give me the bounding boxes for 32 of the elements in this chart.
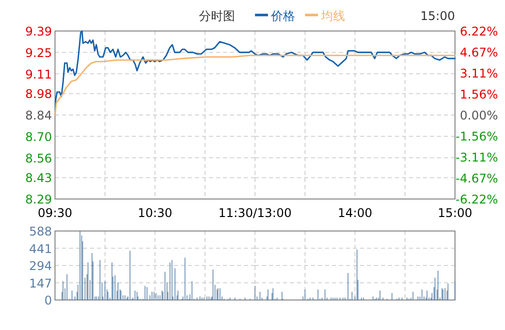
- x-tick-label: 11:30/13:00: [218, 206, 292, 220]
- y-tick-label: 8.43: [25, 171, 52, 186]
- y-tick-label: 8.56: [25, 151, 52, 166]
- y-tick-label: 9.39: [25, 24, 52, 38]
- text: 15:00: [420, 9, 455, 23]
- y-tick-label: 8.70: [25, 130, 52, 144]
- x-tick-label: 10:30: [138, 206, 172, 220]
- y-tick-label: 0: [44, 294, 52, 308]
- chart-subtitle: 分时图: [199, 9, 235, 23]
- y-tick-label: 8.98: [25, 87, 52, 102]
- y-tick-label: 294: [29, 259, 52, 273]
- text: -4.67%: [456, 172, 498, 186]
- text: 0.00%: [460, 108, 498, 122]
- legend-label: 均线: [320, 9, 345, 23]
- text: -3.11%: [456, 150, 498, 164]
- text: 3.11%: [460, 66, 498, 80]
- text: 6.22%: [460, 24, 498, 38]
- legend-label: 价格: [270, 9, 295, 23]
- x-tick-label: 15:00: [438, 206, 472, 220]
- y-tick-label: 441: [29, 242, 52, 256]
- x-tick-label: 09:30: [38, 206, 72, 220]
- y-tick-label: 9.25: [25, 46, 52, 60]
- y-tick-label: 9.11: [25, 67, 52, 82]
- y-tick-label: 588: [29, 224, 52, 238]
- text: 4.67%: [460, 45, 498, 60]
- text: -1.56%: [456, 130, 498, 144]
- x-tick-label: 14:00: [338, 206, 372, 220]
- text: 1.56%: [460, 87, 498, 102]
- y-tick-label: 8.84: [25, 108, 52, 122]
- text: -6.22%: [456, 192, 498, 206]
- y-tick-label: 8.29: [25, 192, 52, 206]
- y-tick-label: 147: [29, 276, 52, 290]
